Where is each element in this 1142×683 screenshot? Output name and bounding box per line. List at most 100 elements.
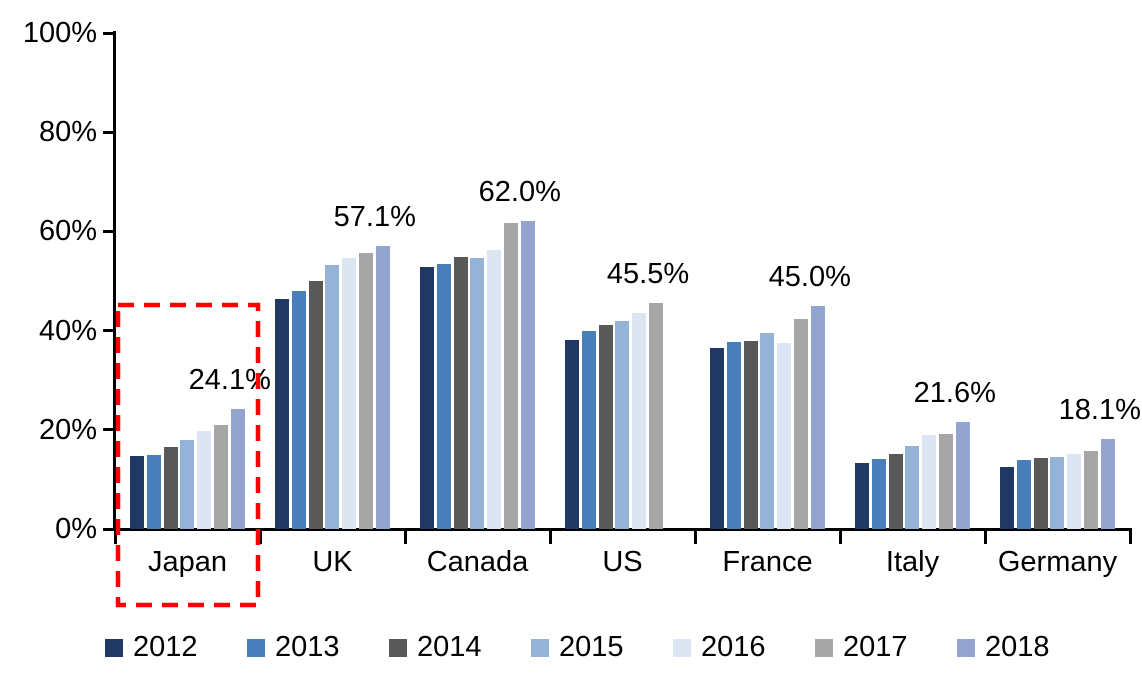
bar-uk-2016 <box>342 258 357 529</box>
y-tick-mark <box>103 527 115 531</box>
bar-japan-2014 <box>163 447 178 529</box>
legend-item-2014: 2014 <box>389 630 482 664</box>
bar-germany-2014 <box>1033 458 1048 529</box>
bar-canada-2016 <box>487 249 502 529</box>
x-tick-mark <box>258 529 262 544</box>
bar-france-2014 <box>743 341 758 529</box>
bar-canada-2013 <box>436 264 451 529</box>
bar-italy-2015 <box>905 445 920 529</box>
bar-germany-2018 <box>1100 439 1115 529</box>
bar-uk-2018 <box>375 245 390 529</box>
bar-uk-2012 <box>275 299 289 529</box>
legend-swatch-2018 <box>957 639 975 657</box>
bar-italy-2016 <box>922 434 937 529</box>
bar-canada-2012 <box>420 267 434 529</box>
bar-germany-2016 <box>1067 453 1082 529</box>
y-tick-mark <box>103 31 115 35</box>
bar-uk-2015 <box>325 264 340 529</box>
bar-france-2018 <box>810 305 825 529</box>
legend-item-2016: 2016 <box>673 630 766 664</box>
bar-germany-2015 <box>1050 456 1065 529</box>
legend-item-2012: 2012 <box>105 630 198 664</box>
bar-france-2012 <box>710 347 724 529</box>
category-label-canada: Canada <box>426 546 529 578</box>
bar-japan-2018 <box>230 409 245 529</box>
legend-item-2015: 2015 <box>531 630 624 664</box>
bar-japan-2012 <box>130 456 144 529</box>
legend-label-2015: 2015 <box>559 631 624 663</box>
legend-label-2012: 2012 <box>133 631 198 663</box>
x-tick-mark <box>1128 529 1132 544</box>
y-tick-label-40: 40% <box>38 314 97 347</box>
y-axis-line <box>113 31 116 531</box>
legend-swatch-2017 <box>815 639 833 657</box>
data-label-germany: 18.1% <box>1058 394 1141 427</box>
bar-canada-2015 <box>470 258 485 529</box>
bar-france-2015 <box>760 333 775 529</box>
bar-japan-2017 <box>214 424 228 529</box>
bar-italy-2012 <box>855 463 869 529</box>
legend-label-2018: 2018 <box>985 631 1050 663</box>
data-label-canada: 62.0% <box>478 176 561 209</box>
category-label-germany: Germany <box>997 546 1118 578</box>
x-axis-line <box>113 528 1132 531</box>
bar-canada-2014 <box>453 257 468 529</box>
bar-germany-2017 <box>1084 450 1098 529</box>
bar-japan-2016 <box>197 430 212 529</box>
bar-france-2016 <box>777 343 792 529</box>
y-tick-label-60: 60% <box>38 215 97 248</box>
y-tick-label-0: 0% <box>55 513 97 545</box>
bar-germany-2012 <box>1000 467 1014 529</box>
legend-swatch-2012 <box>105 639 123 657</box>
legend-label-2017: 2017 <box>843 631 908 663</box>
bar-canada-2017 <box>504 222 518 529</box>
legend-item-2013: 2013 <box>247 630 340 664</box>
category-label-france: France <box>722 546 813 578</box>
x-tick-mark <box>548 529 552 544</box>
bar-us-2016 <box>632 313 647 529</box>
bar-uk-2014 <box>308 281 323 529</box>
y-tick-label-20: 20% <box>38 413 97 446</box>
data-label-france: 45.0% <box>768 260 851 293</box>
bar-italy-2017 <box>939 433 953 529</box>
x-tick-mark <box>983 529 987 544</box>
bar-us-2017 <box>649 303 663 529</box>
data-label-us: 45.5% <box>606 258 690 291</box>
bar-france-2017 <box>794 319 808 529</box>
bar-germany-2013 <box>1016 460 1031 529</box>
bar-us-2015 <box>615 320 630 529</box>
legend-item-2017: 2017 <box>815 630 908 664</box>
legend-label-2014: 2014 <box>417 631 482 663</box>
category-label-japan: Japan <box>147 546 227 578</box>
data-label-japan: 24.1% <box>188 364 271 397</box>
y-tick-mark <box>103 428 115 432</box>
bar-japan-2015 <box>180 439 195 529</box>
y-tick-mark <box>103 329 115 333</box>
category-label-uk: UK <box>312 546 353 578</box>
legend-swatch-2014 <box>389 639 407 657</box>
legend-label-2016: 2016 <box>701 631 766 663</box>
x-tick-mark <box>403 529 407 544</box>
bar-us-2012 <box>565 340 579 529</box>
bar-japan-2013 <box>146 454 161 529</box>
bar-italy-2014 <box>888 453 903 529</box>
bar-france-2013 <box>726 341 741 529</box>
bar-uk-2013 <box>291 290 306 529</box>
bar-us-2013 <box>581 331 596 529</box>
legend-swatch-2016 <box>673 639 691 657</box>
x-tick-mark <box>113 529 117 544</box>
legend-swatch-2015 <box>531 639 549 657</box>
bar-italy-2018 <box>955 421 970 529</box>
x-tick-mark <box>693 529 697 544</box>
bar-canada-2018 <box>520 221 535 529</box>
y-tick-label-80: 80% <box>38 116 97 149</box>
category-label-italy: Italy <box>885 546 940 578</box>
y-tick-mark <box>103 130 115 134</box>
bar-italy-2013 <box>871 459 886 529</box>
legend-item-2018: 2018 <box>957 630 1050 664</box>
data-label-italy: 21.6% <box>913 376 996 409</box>
bar-uk-2017 <box>359 252 373 529</box>
legend-label-2013: 2013 <box>275 631 340 663</box>
y-tick-mark <box>103 229 115 233</box>
